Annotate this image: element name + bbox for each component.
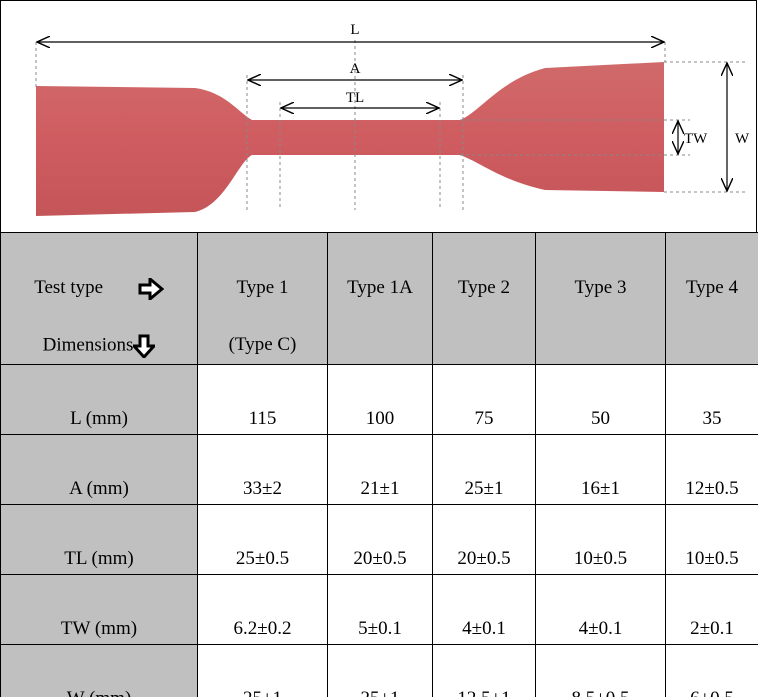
column-name: Type 4: [666, 277, 758, 301]
column-header: Type 1A: [328, 233, 433, 365]
table-row: W (mm)25±125±112.5±18.5±0.56±0.5: [1, 645, 758, 697]
cell: 12.5±1: [433, 645, 536, 697]
column-alt-name: (Type C): [198, 334, 327, 358]
column-header: Type 2: [433, 233, 536, 365]
row-label: L (mm): [1, 365, 198, 435]
cell: 21±1: [328, 435, 433, 505]
cell: 6.2±0.2: [198, 575, 328, 645]
row-label: A (mm): [1, 435, 198, 505]
cell: 10±0.5: [666, 505, 758, 575]
dim-label: L: [350, 22, 359, 38]
cell: 50: [536, 365, 666, 435]
cell: 6±0.5: [666, 645, 758, 697]
cell: 4±0.1: [536, 575, 666, 645]
column-name: Type 3: [536, 277, 665, 301]
cell: 16±1: [536, 435, 666, 505]
cell: 75: [433, 365, 536, 435]
dim-label: W: [735, 131, 750, 147]
cell: 25±1: [433, 435, 536, 505]
cell: 4±0.1: [433, 575, 536, 645]
cell: 33±2: [198, 435, 328, 505]
row-label: TL (mm): [1, 505, 198, 575]
row-axis-label: Test type: [34, 277, 103, 298]
column-header: Type 3: [536, 233, 666, 365]
cell: 10±0.5: [536, 505, 666, 575]
column-header: Type 1 (Type C): [198, 233, 328, 365]
column-axis-label: Dimensions: [43, 334, 134, 355]
column-name: Type 1: [198, 277, 327, 301]
cell: 100: [328, 365, 433, 435]
cell: 25±1: [328, 645, 433, 697]
arrow-right-icon: [138, 278, 164, 300]
cell: 25±0.5: [198, 505, 328, 575]
header-corner: Test type Dimensions: [1, 233, 198, 365]
arrow-down-icon: [133, 334, 155, 358]
cell: 2±0.1: [666, 575, 758, 645]
dim-label: TL: [346, 90, 364, 106]
row-label: W (mm): [1, 645, 198, 697]
cell: 8.5±0.5: [536, 645, 666, 697]
dim-label: TW: [684, 131, 708, 147]
row-label: TW (mm): [1, 575, 198, 645]
column-name: Type 1A: [328, 277, 432, 301]
header-row: Test type Dimensions Type 1(Type C)Type …: [1, 233, 758, 365]
cell: 20±0.5: [328, 505, 433, 575]
specimen-diagram: L A TL TW W: [0, 0, 758, 233]
dimension-table: Test type Dimensions Type 1(Type C)Type …: [0, 232, 758, 697]
cell: 115: [198, 365, 328, 435]
column-name: Type 2: [433, 277, 535, 301]
column-header: Type 4: [666, 233, 758, 365]
dim-label: A: [350, 61, 361, 77]
cell: 25±1: [198, 645, 328, 697]
cell: 20±0.5: [433, 505, 536, 575]
cell: 5±0.1: [328, 575, 433, 645]
page: L A TL TW W Test type Dimensions Type 1 (…: [0, 0, 758, 697]
cell: 12±0.5: [666, 435, 758, 505]
cell: 35: [666, 365, 758, 435]
